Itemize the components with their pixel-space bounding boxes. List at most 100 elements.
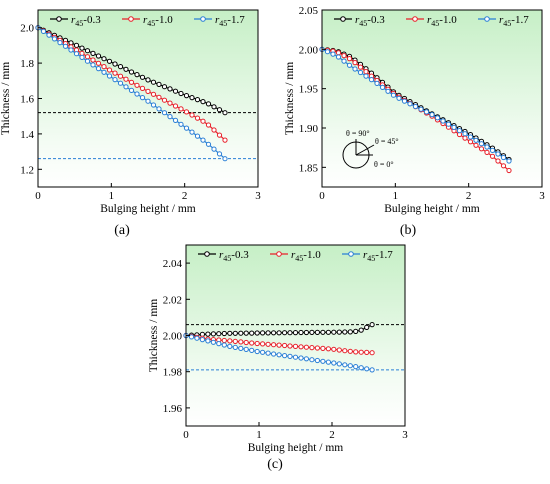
data-point <box>335 50 342 56</box>
data-point <box>150 91 157 97</box>
data-point <box>79 45 85 51</box>
plot-background <box>38 10 258 187</box>
data-point <box>325 359 331 365</box>
data-point <box>90 57 96 63</box>
legend-swatch-marker <box>56 16 62 22</box>
y-tick-label: 1.95 <box>299 84 319 96</box>
y-tick-label: 1.6 <box>20 94 34 106</box>
x-axis-label: Bulging height / mm <box>384 203 480 215</box>
data-point <box>205 101 212 107</box>
data-point <box>128 87 135 94</box>
data-point <box>271 330 277 336</box>
x-tick-label: 1 <box>393 190 399 202</box>
data-point <box>484 144 490 150</box>
data-point <box>287 353 293 359</box>
data-point <box>309 357 315 363</box>
data-point <box>347 348 353 354</box>
data-point <box>232 338 238 344</box>
data-point <box>178 90 184 97</box>
data-point <box>161 97 168 103</box>
data-point <box>62 43 69 49</box>
legend-label: r45-1.7 <box>499 14 529 28</box>
data-point <box>232 344 238 350</box>
data-point <box>271 342 277 348</box>
data-point <box>287 330 293 336</box>
data-point <box>287 343 293 349</box>
data-point <box>134 82 140 88</box>
legend-swatch-marker <box>348 251 354 257</box>
data-point <box>298 355 304 361</box>
data-point <box>101 64 107 70</box>
data-point <box>462 131 468 137</box>
data-point <box>358 327 364 333</box>
data-point <box>282 330 288 336</box>
y-tick-label: 2.02 <box>163 294 182 306</box>
data-point <box>303 344 309 350</box>
data-point <box>276 330 282 336</box>
data-point <box>500 154 507 161</box>
data-point <box>238 330 244 336</box>
data-point <box>205 338 211 344</box>
data-point <box>336 329 342 335</box>
data-point <box>282 342 288 349</box>
data-point <box>401 98 408 104</box>
data-point <box>331 329 337 335</box>
data-point <box>478 141 485 147</box>
data-point <box>320 358 326 364</box>
data-point <box>325 346 331 352</box>
data-point <box>254 340 260 347</box>
data-point <box>325 329 331 335</box>
data-point <box>123 76 129 82</box>
panel-label-a: (a) <box>114 223 130 238</box>
legend-label: r45-1.0 <box>427 14 457 28</box>
data-point <box>172 103 179 109</box>
data-point <box>309 345 315 351</box>
data-point <box>292 330 299 336</box>
data-point <box>364 349 370 355</box>
data-point <box>117 73 124 79</box>
data-point <box>473 137 479 143</box>
panel-label-c: (c) <box>267 457 283 472</box>
data-point <box>379 84 386 91</box>
data-point <box>189 95 195 101</box>
data-point <box>462 135 468 141</box>
data-point <box>423 109 430 115</box>
x-tick-label: 3 <box>255 190 261 202</box>
data-point <box>145 98 151 104</box>
y-tick-label: 2.05 <box>299 5 319 17</box>
data-point <box>260 349 266 355</box>
data-point <box>467 134 474 140</box>
data-point <box>368 77 375 83</box>
data-point <box>194 335 200 341</box>
data-point <box>489 147 496 153</box>
data-point <box>249 340 255 346</box>
data-point <box>139 95 146 101</box>
data-point <box>314 329 320 335</box>
data-point <box>128 69 135 75</box>
data-point <box>216 151 223 157</box>
y-tick-label: 2.04 <box>163 258 183 270</box>
data-point <box>249 330 255 336</box>
data-point <box>211 104 217 110</box>
data-point <box>500 163 507 169</box>
data-point <box>495 151 501 157</box>
data-point <box>363 69 369 75</box>
data-point <box>342 348 348 354</box>
y-tick-label: 2.00 <box>299 44 319 56</box>
x-tick-label: 2 <box>182 190 188 202</box>
data-point <box>314 357 320 364</box>
data-point <box>227 330 233 336</box>
data-point <box>320 329 326 335</box>
data-point <box>145 77 151 83</box>
data-point <box>324 49 331 55</box>
data-point <box>227 338 233 344</box>
data-point <box>189 129 195 135</box>
legend-label: r45-1.7 <box>215 14 245 28</box>
data-point <box>451 124 457 131</box>
inset-angle-label: θ = 45° <box>375 137 399 146</box>
y-tick-label: 1.85 <box>299 162 319 174</box>
data-point <box>407 101 413 107</box>
x-tick-label: 2 <box>466 190 472 202</box>
data-point <box>194 133 201 139</box>
data-point <box>495 158 501 164</box>
